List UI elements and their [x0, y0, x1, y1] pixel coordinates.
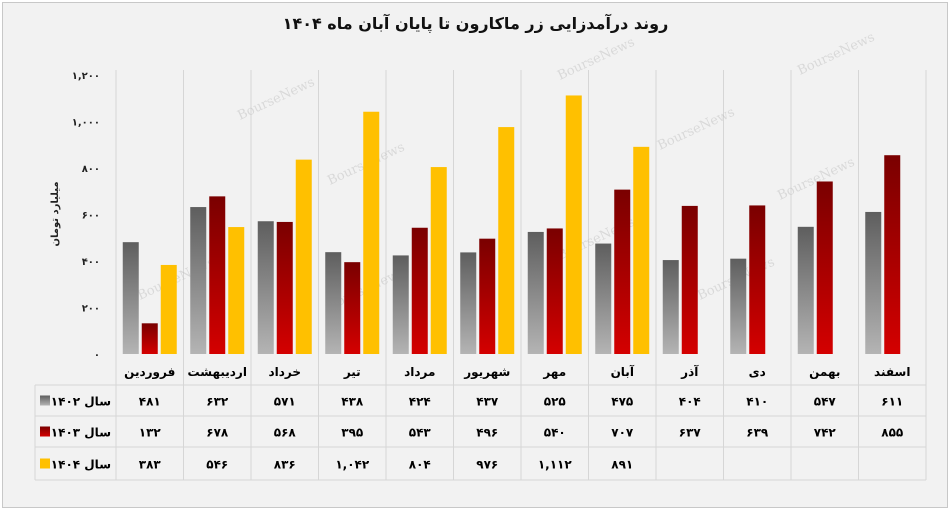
data-label: ۶۳۲ — [206, 395, 229, 409]
data-label: ۹۷۶ — [476, 458, 498, 472]
bar-2-آبان — [614, 189, 631, 354]
data-label: ۸۰۴ — [409, 458, 431, 472]
x-tick-label: تیر — [343, 365, 361, 379]
data-label: ۷۰۷ — [611, 426, 634, 440]
bar-1-اردیبهشت — [190, 207, 207, 354]
data-label: ۳۹۵ — [341, 426, 363, 440]
bar-2-شهریور — [479, 238, 496, 354]
data-label: ۴۳۸ — [341, 395, 364, 409]
bar-2-بهمن — [816, 181, 833, 354]
bar-3-مهر — [565, 95, 582, 355]
legend-label: سال ۱۴۰۳ — [51, 426, 111, 440]
bar-1-دی — [730, 258, 747, 354]
data-label: ۴۳۷ — [476, 395, 499, 409]
x-tick-label: اردیبهشت — [188, 365, 247, 379]
legend-label: سال ۱۴۰۲ — [51, 395, 111, 409]
data-label: ۴۷۵ — [611, 395, 633, 409]
data-label: ۵۶۸ — [274, 426, 297, 440]
data-label: ۵۷۱ — [274, 395, 296, 409]
data-label: ۶۱۱ — [881, 395, 903, 409]
x-tick-label: شهریور — [463, 365, 510, 380]
bar-2-فروردین — [141, 323, 158, 354]
data-label: ۴۱۰ — [746, 395, 768, 409]
data-label: ۱,۰۴۲ — [335, 458, 370, 472]
data-label: ۴۲۴ — [409, 395, 431, 409]
watermark: BourseNews — [655, 105, 737, 154]
data-label: ۶۳۹ — [746, 426, 769, 440]
bar-3-آبان — [633, 146, 650, 354]
bar-1-اسفند — [865, 211, 882, 354]
bar-2-دی — [749, 205, 766, 354]
bar-1-تیر — [325, 252, 342, 354]
data-label: ۳۸۳ — [139, 458, 162, 472]
x-tick-label: مرداد — [404, 365, 435, 379]
bar-3-مرداد — [430, 167, 447, 354]
data-label: ۷۴۲ — [814, 426, 837, 440]
y-tick-label: ۲۰۰ — [82, 304, 100, 315]
bar-3-تیر — [363, 111, 380, 354]
bar-1-آبان — [595, 243, 612, 354]
data-label: ۵۲۵ — [544, 395, 566, 409]
y-tick-label: ۸۰۰ — [82, 164, 100, 175]
y-tick-label: ۱,۲۰۰ — [72, 71, 100, 82]
legend-swatch — [40, 426, 50, 437]
bar-1-مهر — [527, 231, 544, 354]
data-label: ۵۴۳ — [409, 426, 432, 440]
chart-title: روند درآمدزایی زر ماکارون تا پایان آبان … — [282, 14, 669, 33]
bar-1-فروردین — [122, 242, 139, 354]
data-label: ۱۳۲ — [139, 426, 162, 440]
legend-swatch — [40, 458, 50, 469]
data-label: ۴۰۴ — [679, 395, 701, 409]
bar-1-مرداد — [392, 255, 409, 354]
data-label: ۵۴۶ — [206, 458, 228, 472]
watermark: BourseNews — [235, 75, 317, 124]
bar-1-آذر — [662, 260, 679, 354]
bar-1-بهمن — [797, 226, 814, 354]
y-tick-label: ۱,۰۰۰ — [72, 118, 100, 129]
x-tick-label: دی — [749, 365, 766, 379]
bar-2-مهر — [546, 228, 563, 354]
legend-swatch — [40, 395, 50, 406]
watermark: BourseNews — [555, 35, 637, 84]
data-label: ۵۴۰ — [544, 426, 566, 440]
data-label: ۸۹۱ — [611, 458, 633, 472]
data-label: ۶۳۷ — [679, 426, 702, 440]
bar-2-تیر — [344, 262, 361, 354]
legend-label: سال ۱۴۰۴ — [51, 458, 111, 472]
bar-2-اسفند — [884, 155, 901, 354]
bar-2-اردیبهشت — [209, 196, 226, 354]
data-label: ۱,۱۱۲ — [538, 458, 573, 472]
bar-2-آذر — [681, 205, 698, 354]
x-tick-label: فروردین — [124, 365, 175, 380]
bar-3-شهریور — [498, 127, 515, 354]
bar-1-شهریور — [460, 252, 477, 354]
x-tick-label: آذر — [680, 364, 699, 379]
bar-3-اردیبهشت — [228, 227, 245, 354]
x-tick-label: خرداد — [268, 365, 301, 379]
data-label: ۸۵۵ — [881, 426, 903, 440]
bar-2-خرداد — [276, 221, 293, 354]
bar-1-خرداد — [257, 221, 274, 354]
bar-3-فروردین — [160, 264, 177, 354]
y-tick-label: ۰ — [94, 350, 100, 361]
data-label: ۶۷۸ — [206, 426, 229, 440]
x-tick-label: آبان — [611, 364, 635, 379]
data-label: ۵۴۷ — [814, 395, 837, 409]
bar-3-خرداد — [295, 159, 312, 354]
data-label: ۴۹۶ — [476, 426, 498, 440]
data-label: ۸۳۶ — [274, 458, 296, 472]
y-axis-label: میلیارد تومان — [50, 181, 61, 246]
x-tick-label: بهمن — [809, 365, 840, 379]
watermark: BourseNews — [775, 155, 857, 204]
x-tick-label: اسفند — [874, 365, 910, 379]
watermark: BourseNews — [795, 30, 877, 79]
bar-2-مرداد — [411, 227, 428, 354]
data-label: ۴۸۱ — [139, 395, 161, 409]
y-tick-label: ۶۰۰ — [82, 211, 100, 222]
x-tick-label: مهر — [542, 365, 566, 379]
y-tick-label: ۴۰۰ — [82, 257, 100, 268]
